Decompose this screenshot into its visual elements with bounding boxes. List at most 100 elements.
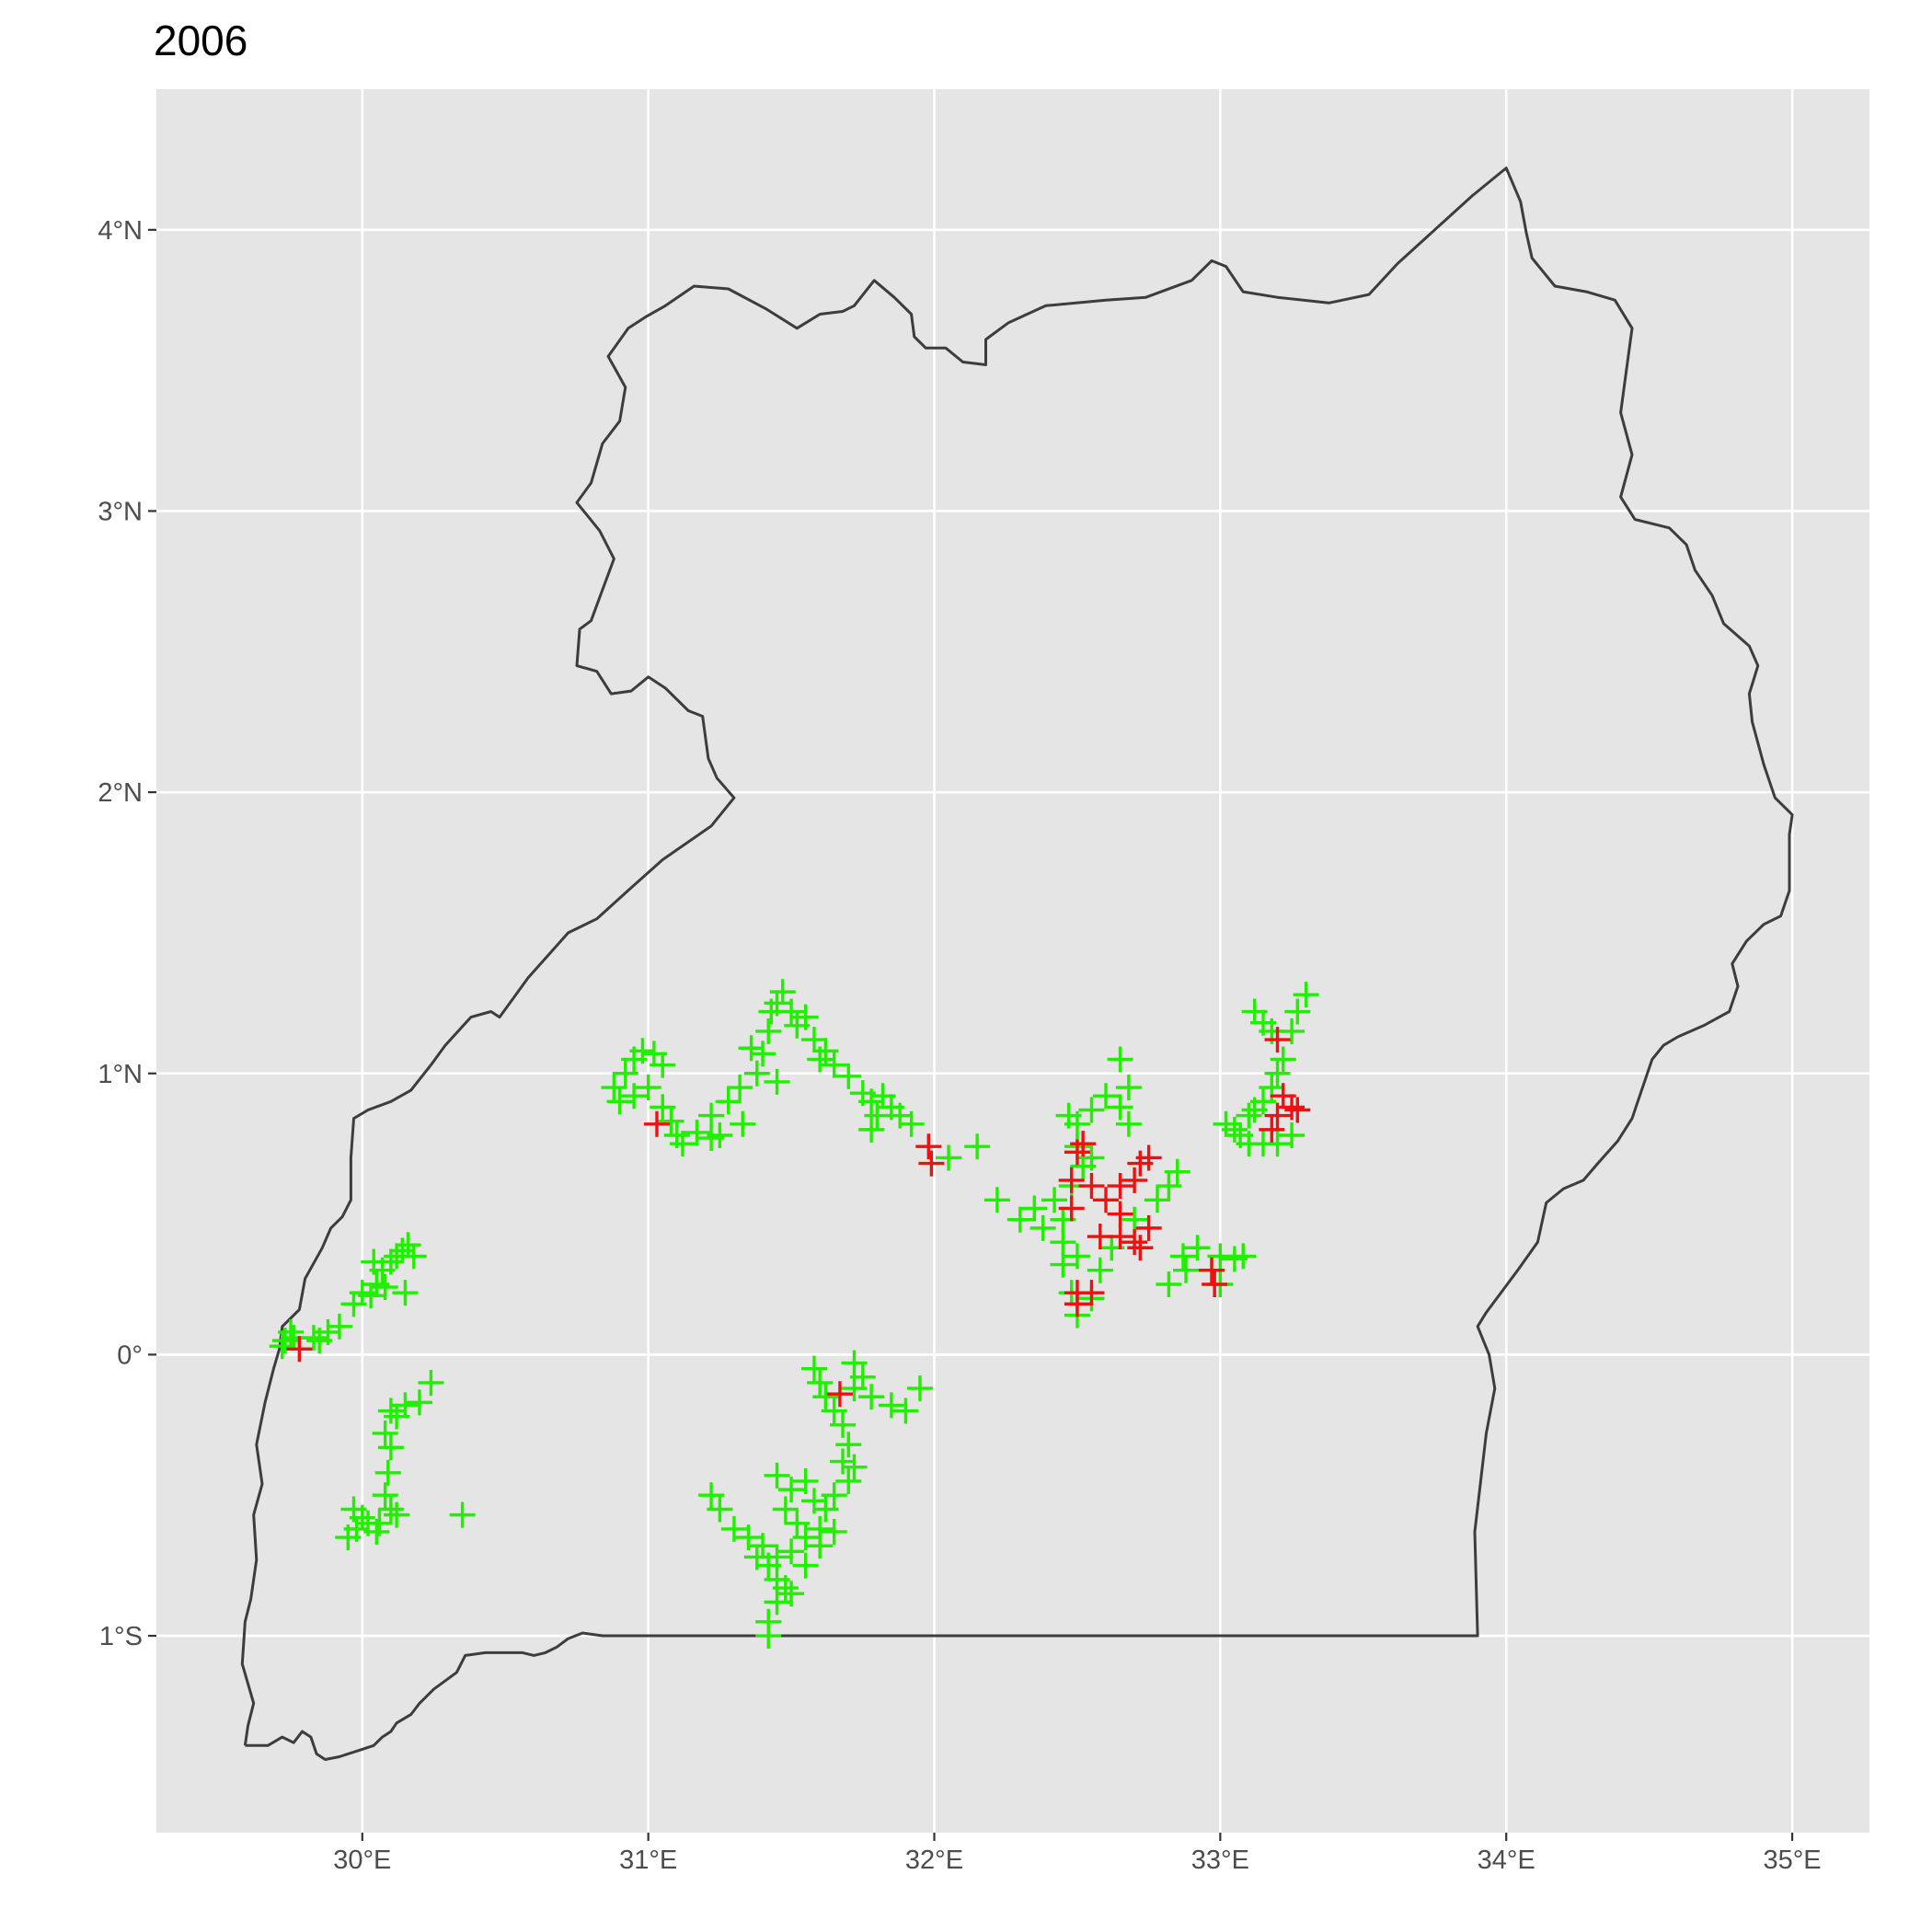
data-point-green: [764, 1462, 790, 1489]
data-point-green: [707, 1496, 733, 1523]
data-point-green: [750, 1533, 776, 1559]
x-tick-label: 33°E: [1191, 1846, 1249, 1875]
data-point-green: [812, 1384, 839, 1410]
data-point-green: [400, 1243, 427, 1270]
data-point-green: [1264, 1060, 1291, 1087]
data-point-green: [1184, 1235, 1211, 1261]
data-point-green: [698, 1102, 725, 1129]
data-point-green: [792, 1004, 819, 1030]
data-point-red: [1135, 1214, 1162, 1241]
data-point-green: [1264, 1131, 1291, 1157]
data-point-green: [1164, 1158, 1190, 1185]
data-point-green: [906, 1375, 933, 1402]
data-point-red: [1199, 1257, 1225, 1283]
data-point-green: [1279, 1018, 1305, 1044]
y-tick-label: 1°N: [98, 1060, 143, 1089]
data-point-green: [778, 1538, 805, 1565]
data-point-green: [764, 990, 790, 1017]
y-tick-label: 4°N: [98, 216, 143, 246]
data-point-green: [698, 1482, 725, 1509]
data-point-green: [377, 1397, 404, 1424]
data-point-green: [406, 1389, 432, 1416]
y-tick-label: 1°S: [99, 1622, 143, 1651]
data-point-green: [878, 1392, 904, 1419]
data-point-green: [800, 1027, 827, 1053]
data-point-green: [1078, 1144, 1105, 1171]
x-tick-label: 31°E: [619, 1846, 677, 1875]
axes: 30°E 31°E 32°E 33°E 34°E 35°E 1°S 0° 1°N 2°N 3°N 4°…: [98, 216, 1821, 1875]
data-point-red: [1284, 1097, 1311, 1123]
data-point-green: [1270, 1046, 1296, 1073]
data-point-green: [743, 1060, 770, 1087]
data-point-green: [384, 1501, 410, 1528]
data-point-green: [778, 1477, 805, 1503]
data-point-green: [361, 1248, 387, 1275]
data-point-green: [858, 1384, 885, 1410]
data-point-red: [1064, 1291, 1090, 1317]
x-tick-label: 30°E: [333, 1846, 391, 1875]
data-point-green: [720, 1515, 747, 1542]
data-point-green: [835, 1063, 862, 1089]
data-point-red: [1107, 1201, 1133, 1227]
x-tick-label: 32°E: [905, 1846, 963, 1875]
data-point-green: [1050, 1251, 1076, 1278]
data-point-green: [715, 1088, 742, 1115]
data-point-green: [389, 1237, 416, 1264]
data-point-green: [326, 1313, 352, 1340]
data-point-green: [392, 1392, 419, 1419]
plot-panel: [156, 89, 1869, 1833]
chart-title: 2006: [154, 17, 247, 64]
y-tick-label: 2°N: [98, 778, 143, 808]
data-point-green: [983, 1187, 1010, 1213]
data-point-green: [1121, 1206, 1148, 1233]
data-point-green: [1173, 1257, 1200, 1283]
data-point-green: [735, 1524, 762, 1551]
data-point-red: [918, 1150, 945, 1177]
data-point-green: [936, 1144, 962, 1171]
data-point-green: [778, 998, 805, 1025]
data-point-red: [1259, 1116, 1285, 1143]
data-point-green: [812, 1038, 839, 1064]
data-point-green: [621, 1083, 648, 1110]
data-point-green: [800, 1355, 827, 1382]
data-point-green: [769, 979, 796, 1006]
data-point-green: [730, 1110, 756, 1137]
data-point-green: [395, 1232, 421, 1259]
data-point-green: [1107, 1046, 1133, 1073]
data-point-green: [841, 1350, 868, 1376]
data-point-red: [1135, 1144, 1162, 1171]
data-point-green: [650, 1052, 676, 1078]
data-point-green: [669, 1131, 696, 1157]
data-point-green: [377, 1434, 404, 1461]
data-point-green: [764, 1589, 790, 1616]
data-point-green: [841, 1375, 868, 1402]
data-point-green: [1230, 1243, 1257, 1270]
data-point-green: [755, 1623, 782, 1650]
data-point-red: [915, 1133, 942, 1160]
data-point-green: [363, 1518, 390, 1545]
data-point-green: [1087, 1257, 1113, 1283]
data-point-green: [278, 1318, 305, 1345]
data-point-red: [1093, 1187, 1120, 1213]
data-point-green: [784, 1510, 811, 1536]
data-point-red: [1078, 1173, 1105, 1200]
data-point-red: [643, 1110, 670, 1137]
data-point-green: [858, 1088, 885, 1115]
data-point-green: [727, 1075, 753, 1101]
data-point-green: [807, 1369, 834, 1396]
data-point-green: [377, 1496, 404, 1523]
data-point-green: [807, 1533, 834, 1559]
data-point-green: [612, 1060, 638, 1087]
data-point-red: [1087, 1224, 1113, 1250]
data-point-green: [764, 1068, 790, 1095]
data-point-green: [1293, 982, 1319, 1008]
data-point-green: [650, 1094, 676, 1121]
data-point-green: [629, 1038, 656, 1064]
data-point-green: [1241, 1097, 1268, 1123]
gridlines: [156, 89, 1869, 1833]
data-point-green: [821, 1052, 847, 1078]
data-point-green: [1156, 1271, 1182, 1297]
data-point-green: [349, 1504, 375, 1531]
data-point-green: [1041, 1187, 1068, 1213]
data-point-red: [1264, 1027, 1291, 1053]
